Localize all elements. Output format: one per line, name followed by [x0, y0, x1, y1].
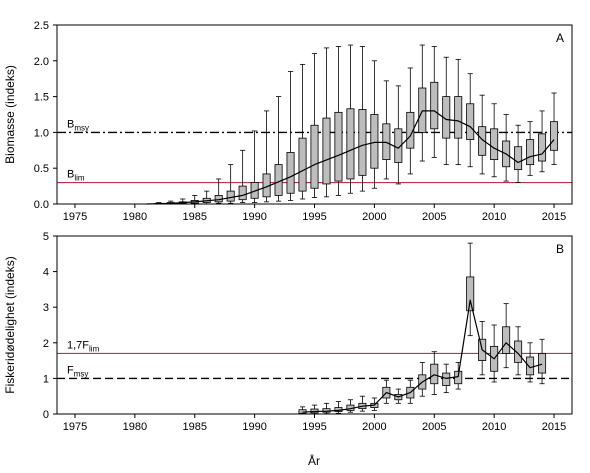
- box: [490, 128, 499, 161]
- reference-label-sub: msy: [74, 123, 89, 132]
- box: [298, 137, 307, 192]
- box: [466, 276, 475, 312]
- x-tick-label: 2015: [542, 211, 566, 223]
- median-line: [302, 299, 543, 413]
- box: [502, 326, 511, 354]
- box: [526, 356, 535, 376]
- x-tick-label: 2015: [542, 421, 566, 433]
- reference-label-main: B: [67, 118, 74, 130]
- x-tick-label: 2010: [482, 421, 506, 433]
- box: [538, 133, 547, 162]
- box: [334, 111, 343, 182]
- box: [514, 146, 523, 171]
- y-tick-label: 2: [43, 338, 49, 350]
- reference-line-label: 1,7Flim: [67, 339, 100, 353]
- reference-label-main: F: [67, 364, 74, 376]
- x-tick-label: 2005: [422, 421, 446, 433]
- x-tick-label: 1975: [63, 211, 87, 223]
- x-tick-label: 2000: [362, 421, 386, 433]
- y-tick-label: 3: [43, 302, 49, 314]
- reference-label-sub: lim: [89, 344, 100, 353]
- x-tick-label: 1980: [123, 421, 147, 433]
- box: [406, 111, 415, 149]
- x-tick-label: 1990: [242, 211, 266, 223]
- y-tick-label: 1.5: [34, 92, 49, 104]
- y-axis-title: Fiskeridødelighet (indeks): [3, 256, 17, 393]
- reference-label-sub: lim: [74, 174, 85, 183]
- y-tick-label: 4: [43, 267, 49, 279]
- panel-tag: A: [556, 31, 564, 45]
- box: [346, 108, 355, 180]
- box: [430, 81, 439, 130]
- x-tick-label: 1990: [242, 421, 266, 433]
- median-line: [146, 110, 555, 205]
- x-axis-title: År: [308, 453, 320, 468]
- box: [394, 128, 403, 163]
- box: [226, 190, 235, 202]
- box: [418, 87, 427, 133]
- y-tick-label: 1.0: [34, 127, 49, 139]
- y-tick-label: 0.5: [34, 163, 49, 175]
- y-tick-label: 5: [43, 231, 49, 243]
- y-axis-title: Biomasse (indeks): [3, 65, 17, 164]
- box: [322, 117, 331, 185]
- panel-b: 1,7Flim Fmsy 1975 1980 1985 1990 1995 2000 2005 2…: [3, 231, 573, 433]
- x-tick-label: 1985: [182, 211, 206, 223]
- x-tick-label: 1995: [302, 421, 326, 433]
- x-tick-label: 1995: [302, 211, 326, 223]
- box: [214, 195, 223, 203]
- x-tick-label: 2000: [362, 211, 386, 223]
- box: [238, 185, 247, 201]
- reference-label-sub: msy: [74, 369, 89, 378]
- x-tick-label: 2005: [422, 211, 446, 223]
- box: [514, 340, 523, 363]
- box: [382, 123, 391, 161]
- x-tick-label: 1975: [63, 421, 87, 433]
- y-tick-label: 2.5: [34, 20, 49, 32]
- box: [526, 139, 535, 166]
- y-tick-label: 0: [43, 409, 49, 421]
- x-tick-label: 2010: [482, 211, 506, 223]
- y-tick-label: 2.0: [34, 56, 49, 68]
- x-tick-label: 1985: [182, 421, 206, 433]
- box: [454, 96, 463, 139]
- box: [286, 152, 295, 194]
- box: [274, 164, 283, 196]
- box: [358, 109, 367, 176]
- box: [310, 124, 319, 189]
- reference-line-label: Fmsy: [67, 364, 88, 378]
- y-tick-label: 0.0: [34, 199, 49, 211]
- reference-label-main: 1,7F: [67, 339, 89, 351]
- panel-tag: B: [556, 242, 564, 256]
- reference-line-label: Blim: [67, 169, 85, 183]
- y-tick-label: 1: [43, 373, 49, 385]
- reference-label-main: B: [67, 169, 74, 181]
- box: [478, 126, 487, 156]
- box: [370, 114, 379, 169]
- box: [538, 353, 547, 374]
- reference-line-label: Bmsy: [67, 118, 89, 132]
- box: [466, 103, 475, 140]
- box: [430, 363, 439, 385]
- box: [550, 121, 559, 151]
- x-tick-label: 1980: [123, 211, 147, 223]
- box: [442, 372, 451, 386]
